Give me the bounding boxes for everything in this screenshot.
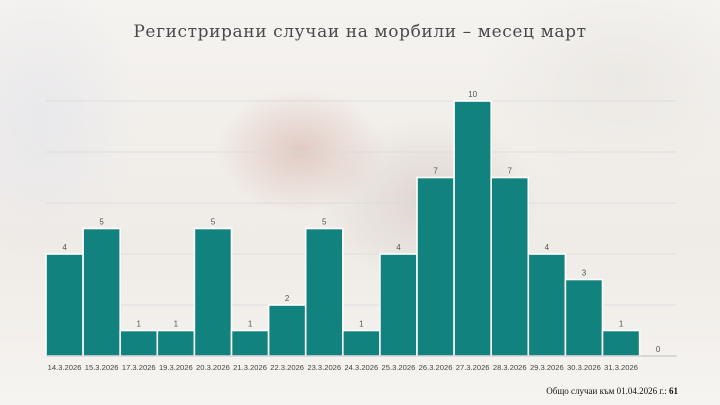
data-label: 7: [508, 167, 513, 176]
total-cases-footer: Общо случаи към 01.04.2026 г.: 61: [546, 386, 678, 396]
bar: [527, 253, 567, 357]
x-tick-label: 30.3.2026: [567, 363, 601, 372]
bar: [601, 329, 641, 357]
x-tick-label: 28.3.2026: [493, 363, 527, 372]
x-tick-label: 24.3.2026: [344, 363, 378, 372]
data-label: 4: [396, 243, 401, 252]
x-tick-label: 26.3.2026: [419, 363, 453, 372]
x-tick-label: 14.3.2026: [48, 363, 82, 372]
bar: [490, 176, 530, 357]
x-tick-label: 17.3.2026: [122, 363, 156, 372]
bar: [45, 253, 84, 357]
x-tick-label: 31.3.2026: [604, 363, 638, 372]
data-label: 10: [468, 90, 477, 99]
x-tick-label: 22.3.2026: [270, 363, 304, 372]
data-label: 1: [248, 320, 253, 329]
x-tick-label: 15.3.2026: [85, 363, 119, 372]
data-label: 5: [322, 218, 327, 227]
data-label: 1: [359, 320, 364, 329]
x-tick-label: 23.3.2026: [307, 363, 341, 372]
bar: [267, 304, 307, 357]
x-tick-label: 21.3.2026: [233, 363, 267, 372]
x-tick-label: 25.3.2026: [382, 363, 416, 372]
chart-title: Регистрирани случаи на морбили – месец м…: [133, 22, 587, 42]
data-label: 1: [619, 320, 624, 329]
bar: [82, 227, 121, 357]
data-label: 3: [582, 269, 587, 278]
bar: [453, 100, 493, 357]
data-label: 1: [137, 320, 142, 329]
x-tick-label: 20.3.2026: [196, 363, 230, 372]
data-label: 5: [211, 218, 216, 227]
data-label: 4: [62, 243, 67, 252]
bar: [119, 329, 159, 357]
bar: [156, 329, 196, 357]
data-label: 2: [285, 294, 290, 303]
total-cases-label: Общо случаи към 01.04.2026 г.:: [546, 386, 667, 396]
bar: [564, 278, 604, 357]
data-label: 4: [545, 243, 550, 252]
data-label: 1: [174, 320, 179, 329]
data-label: 7: [433, 167, 438, 176]
bar: [193, 227, 233, 357]
bar: [304, 227, 344, 357]
data-label: 0: [656, 345, 661, 354]
x-tick-label: 19.3.2026: [159, 363, 193, 372]
x-tick-label: 29.3.2026: [530, 363, 564, 372]
data-label: 5: [99, 218, 104, 227]
total-cases-value: 61: [669, 386, 678, 396]
bar: [416, 176, 455, 357]
x-tick-label: 27.3.2026: [456, 363, 490, 372]
bar: [341, 329, 381, 357]
bar: [230, 329, 270, 357]
bar: [379, 253, 418, 357]
